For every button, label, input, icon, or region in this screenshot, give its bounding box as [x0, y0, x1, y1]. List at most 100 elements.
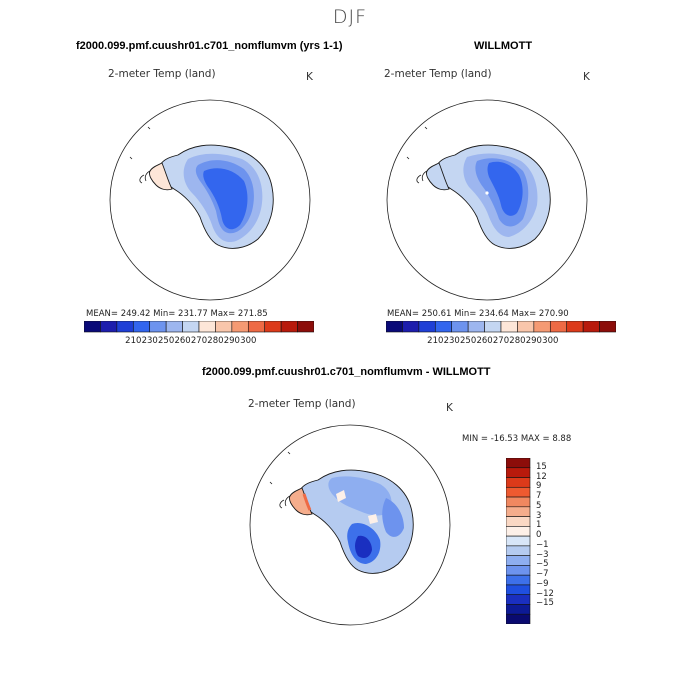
difference-colorbar-ticks: 15 12 9 7 5 3 1 0 −1 −3 −5 −7 −9 −12 −15 — [536, 458, 576, 624]
difference-colorbar-tick-label: 15 — [536, 461, 547, 472]
panel2-colorbar-box — [402, 321, 420, 333]
panel1-colorbar-box — [116, 321, 134, 333]
panel2-colorbar-box — [500, 321, 518, 333]
panel1-colorbar-tick-label: 210 — [125, 336, 142, 346]
panel2-colorbar-tick-label: 250 — [460, 336, 477, 346]
difference-colorbar-box — [506, 506, 531, 517]
panel1-colorbar-tick-label: 260 — [174, 336, 191, 346]
difference-colorbar-box — [506, 486, 531, 498]
difference-antarctica-field — [269, 451, 414, 574]
difference-colorbar — [506, 458, 531, 624]
difference-colorbar-box — [506, 526, 531, 537]
panel2-colorbar-box — [549, 321, 568, 333]
panel2-units-label: K — [583, 71, 590, 83]
difference-polar-map — [249, 424, 451, 626]
difference-colorbar-box — [506, 545, 531, 556]
panel1-colorbar-box — [231, 321, 249, 333]
panel1-colorbar-tick-label: 230 — [141, 336, 158, 346]
panel1-stats: MEAN= 249.42 Min= 231.77 Max= 271.85 — [86, 309, 268, 319]
panel2-colorbar — [386, 321, 616, 333]
panel2-colorbar-box — [582, 321, 600, 333]
panel1-colorbar-tick-label: 300 — [240, 336, 257, 346]
panel2-colorbar-ticks: 210 230 250 260 270 280 290 300 — [386, 336, 616, 348]
panel1-title: f2000.099.pmf.cuushr01.c701_nomflumvm (y… — [76, 40, 343, 52]
panel3-minmax: MIN = -16.53 MAX = 8.88 — [462, 434, 572, 444]
difference-title: f2000.099.pmf.cuushr01.c701_nomflumvm - … — [202, 366, 491, 378]
difference-colorbar-tick-label: −15 — [536, 598, 554, 609]
difference-colorbar-box — [506, 613, 531, 624]
panel2-colorbar-box — [467, 321, 485, 333]
panel2-variable-label: 2-meter Temp (land) — [384, 68, 492, 80]
panel1-colorbar-boxes — [84, 321, 314, 333]
panel1-colorbar-box — [198, 321, 216, 333]
panel2-colorbar-box — [434, 321, 453, 333]
difference-colorbar-boxes — [506, 458, 531, 624]
difference-colorbar-tick-label: −3 — [536, 549, 549, 560]
panel1-colorbar-box — [280, 321, 298, 333]
season-title: DJF — [332, 6, 368, 28]
difference-colorbar-box — [506, 584, 531, 596]
panel1-colorbar-box — [182, 321, 200, 333]
difference-colorbar-tick-label: −9 — [536, 578, 549, 589]
difference-colorbar-box — [506, 535, 531, 547]
difference-colorbar-box — [506, 458, 531, 469]
panel1-colorbar-box — [100, 321, 118, 333]
panel2-polar-map — [386, 99, 588, 301]
panel2-colorbar-tick-label: 260 — [476, 336, 493, 346]
difference-colorbar-box — [506, 467, 531, 478]
difference-colorbar-box — [506, 555, 531, 566]
panel2-colorbar-tick-label: 230 — [443, 336, 460, 346]
difference-colorbar-box — [506, 496, 531, 508]
panel1-antarctica-field — [129, 126, 274, 249]
panel2-title: WILLMOTT — [474, 40, 533, 52]
difference-colorbar-tick-label: −7 — [536, 569, 549, 580]
panel2-colorbar-box — [386, 321, 403, 333]
difference-colorbar-tick-label: 12 — [536, 471, 547, 482]
panel1-variable-label: 2-meter Temp (land) — [108, 68, 216, 80]
difference-colorbar-tick-label: −12 — [536, 588, 554, 599]
difference-colorbar-tick-label: 9 — [536, 481, 542, 492]
difference-colorbar-box — [506, 565, 531, 576]
difference-colorbar-tick-label: −5 — [536, 559, 549, 570]
panel2-colorbar-box — [566, 321, 584, 333]
panel1-polar-map — [109, 99, 311, 301]
panel2-colorbar-box — [418, 321, 436, 333]
panel1-colorbar-tick-label: 280 — [207, 336, 224, 346]
panel2-colorbar-box — [451, 321, 469, 333]
difference-colorbar-tick-label: 0 — [536, 530, 542, 541]
panel1-colorbar-box — [297, 321, 314, 333]
panel1-colorbar-tick-label: 250 — [158, 336, 175, 346]
panel1-colorbar-ticks: 210 230 250 260 270 280 290 300 — [84, 336, 314, 348]
panel1-colorbar-box — [264, 321, 282, 333]
panel2-colorbar-box — [517, 321, 535, 333]
panel1-colorbar-box — [247, 321, 266, 333]
difference-colorbar-box — [506, 574, 531, 586]
panel2-antarctica-field — [406, 126, 551, 249]
panel2-colorbar-box — [533, 321, 551, 333]
difference-colorbar-box — [506, 604, 531, 615]
panel1-colorbar-box — [215, 321, 233, 333]
difference-colorbar-box — [506, 477, 531, 488]
panel3-variable-label: 2-meter Temp (land) — [248, 398, 356, 410]
panel2-colorbar-tick-label: 280 — [509, 336, 526, 346]
panel3-units-label: K — [446, 402, 453, 414]
panel2-colorbar-boxes — [386, 321, 616, 333]
panel1-colorbar-tick-label: 290 — [223, 336, 240, 346]
difference-colorbar-tick-label: −1 — [536, 539, 549, 550]
panel1-colorbar-box — [84, 321, 101, 333]
panel2-colorbar-tick-label: 290 — [525, 336, 542, 346]
panel1-colorbar-box — [165, 321, 183, 333]
panel2-stats: MEAN= 250.61 Min= 234.64 Max= 270.90 — [387, 309, 569, 319]
panel1-colorbar-tick-label: 270 — [190, 336, 208, 346]
panel1-colorbar-box — [149, 321, 167, 333]
difference-colorbar-box — [506, 516, 531, 527]
panel2-colorbar-tick-label: 210 — [427, 336, 444, 346]
panel1-colorbar — [84, 321, 314, 333]
difference-colorbar-tick-label: 5 — [536, 500, 542, 511]
panel2-colorbar-box — [484, 321, 502, 333]
difference-colorbar-box — [506, 594, 531, 605]
difference-colorbar-tick-label: 3 — [536, 510, 542, 521]
panel1-units-label: K — [306, 71, 313, 83]
panel2-colorbar-tick-label: 300 — [542, 336, 559, 346]
difference-colorbar-tick-label: 7 — [536, 491, 542, 502]
